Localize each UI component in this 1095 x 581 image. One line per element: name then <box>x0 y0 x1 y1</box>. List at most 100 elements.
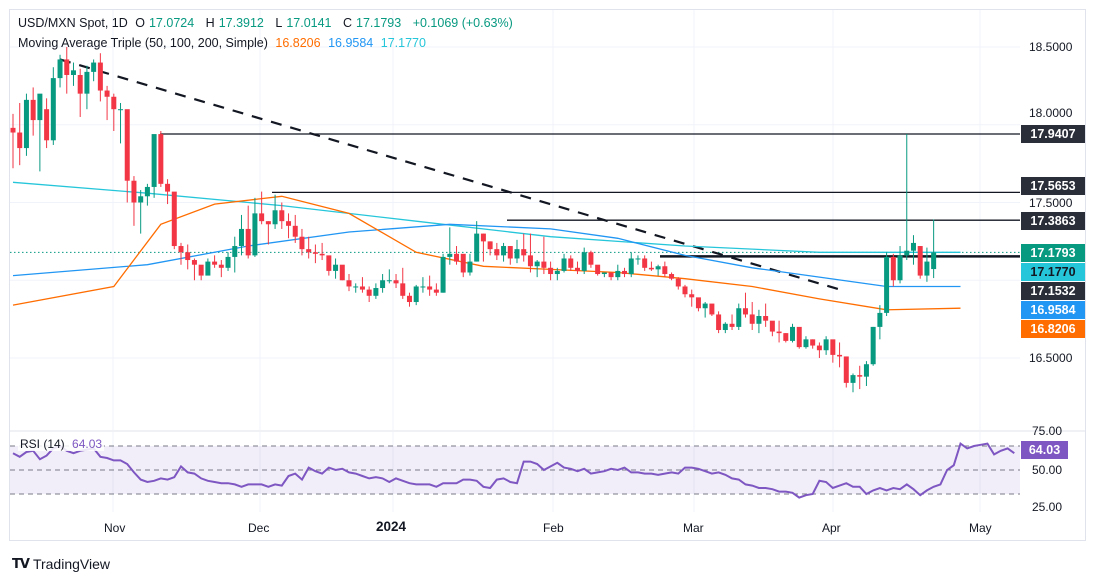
candle-body <box>695 297 701 309</box>
candle-body <box>501 246 507 256</box>
candle-body <box>339 264 345 281</box>
candle-body <box>299 236 305 250</box>
candle-body <box>474 233 480 262</box>
time-label-dec: Dec <box>248 521 270 535</box>
candle-body <box>346 280 352 287</box>
candle-body <box>70 70 76 75</box>
candle-body <box>427 286 433 290</box>
candle-body <box>380 280 386 289</box>
candle-body <box>118 109 124 111</box>
rsi-line <box>12 441 1015 499</box>
candle-body <box>783 333 789 341</box>
candle-body <box>917 246 923 276</box>
candle-body <box>669 274 675 279</box>
ma200-value: 17.1770 <box>380 36 426 50</box>
tradingview-logo[interactable]: TV TradingView <box>12 556 110 572</box>
candle-body <box>480 233 486 242</box>
candle-body <box>91 62 97 72</box>
candle-body <box>326 255 332 271</box>
brand-name: TradingView <box>32 556 110 572</box>
open-value: 17.0724 <box>148 16 195 30</box>
candle-body <box>857 375 863 377</box>
candle-body <box>104 90 110 97</box>
candle-body <box>84 71 90 94</box>
candle-body <box>252 213 258 256</box>
candle-body <box>97 62 103 91</box>
candle-body <box>131 180 137 203</box>
candle-body <box>588 252 594 265</box>
candle-body <box>333 264 339 271</box>
candle-body <box>37 93 43 121</box>
low-value: 17.0141 <box>286 16 332 30</box>
candle-body <box>622 270 628 275</box>
rsi-tick: 50.00 <box>1032 463 1063 477</box>
candle-body <box>810 339 816 346</box>
low-label: L <box>275 16 283 30</box>
candle-body <box>440 256 446 293</box>
candle-body <box>662 266 668 275</box>
candle-body <box>541 261 547 268</box>
candle-body <box>171 191 177 247</box>
level-tag-17-1532: 17.1532 <box>1021 282 1085 300</box>
candle-body <box>272 210 278 225</box>
candle-body <box>601 272 607 275</box>
candle-body <box>722 323 728 331</box>
candle-body <box>454 253 460 262</box>
candle-body <box>185 252 191 261</box>
candle-body <box>736 308 742 327</box>
candle-body <box>527 255 533 267</box>
candle-body <box>837 354 843 357</box>
candle-body <box>776 331 782 334</box>
rsi-tick: 25.00 <box>1032 500 1063 514</box>
candle-body <box>904 250 910 256</box>
candle-body <box>238 228 244 247</box>
candle-body <box>218 264 224 268</box>
candle-body <box>790 326 796 341</box>
price-tick: 18.0000 <box>1029 106 1073 120</box>
candle-body <box>306 249 312 253</box>
change-value: +0.1069 (+0.63%) <box>412 16 513 30</box>
rsi-legend-value: 64.03 <box>72 437 103 451</box>
price-tick: 18.5000 <box>1029 40 1073 54</box>
candle-body <box>608 272 614 278</box>
candle-body <box>151 134 157 187</box>
candle-body <box>205 261 211 276</box>
candle-body <box>823 339 829 351</box>
candle-body <box>487 241 493 250</box>
symbol-legend: USD/MXN Spot, 1D O 17.0724 H 17.3912 L 17.0… <box>18 16 517 30</box>
ma200-line <box>12 181 961 253</box>
candle-body <box>366 289 372 296</box>
time-label-mar: Mar <box>683 521 704 535</box>
ma50-tag: 16.8206 <box>1021 320 1085 338</box>
candle-body <box>460 253 466 273</box>
candle-body <box>232 246 238 257</box>
candle-body <box>729 323 735 327</box>
level-tag-17-3863: 17.3863 <box>1021 212 1085 230</box>
time-label-feb: Feb <box>543 521 564 535</box>
candle-body <box>635 258 641 260</box>
candle-body <box>138 196 144 203</box>
candle-body <box>910 242 916 251</box>
ma100-value: 16.9584 <box>328 36 374 50</box>
tradingview-logo-icon: TV <box>12 556 30 572</box>
time-label-may: May <box>969 521 992 535</box>
candle-body <box>843 356 849 383</box>
candle-body <box>212 261 218 265</box>
candle-body <box>158 134 164 184</box>
candle-body <box>312 252 318 254</box>
rsi-name: RSI (14) <box>20 437 65 451</box>
candle-body <box>467 261 473 273</box>
ma100-line <box>12 223 961 288</box>
high-value: 17.3912 <box>218 16 264 30</box>
candle-body <box>447 253 453 257</box>
candle-body <box>165 183 171 192</box>
candle-body <box>77 74 83 94</box>
tag-text: 17.3863 <box>1030 214 1076 228</box>
candle-body <box>393 280 399 284</box>
candle-body <box>279 210 285 222</box>
candle-body <box>615 270 621 278</box>
ma-legend-name: Moving Average Triple (50, 100, 200, Sim… <box>18 36 268 50</box>
chart-frame <box>9 9 1086 541</box>
candle-body <box>124 109 130 181</box>
